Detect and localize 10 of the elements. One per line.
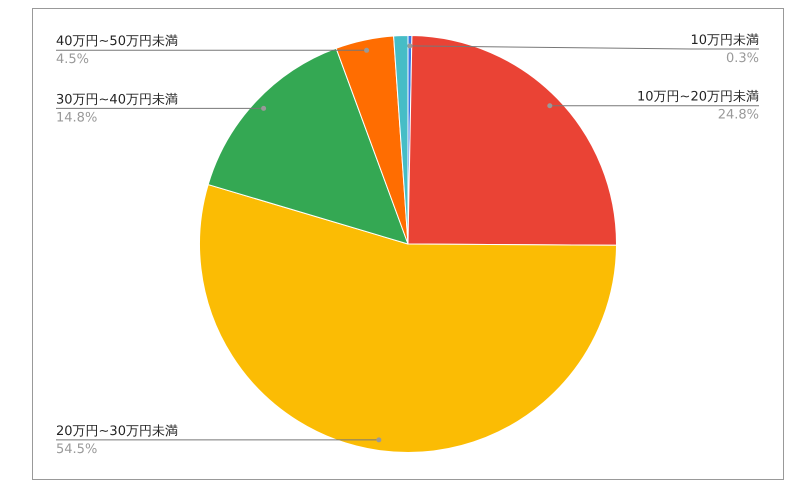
slice-label: 20万円~30万円未満 xyxy=(56,424,178,439)
slice-label: 30万円~40万円未満 xyxy=(56,92,178,108)
data-label: 54.5% xyxy=(56,442,98,457)
data-label: 4.5% xyxy=(56,52,90,68)
slice-label: 10万円未満 xyxy=(690,32,759,48)
slice-label: 10万円~20万円未満 xyxy=(637,90,759,105)
data-label: 0.3% xyxy=(726,50,759,66)
data-label: 14.8% xyxy=(56,110,98,126)
data-label: 24.8% xyxy=(718,108,759,123)
slice-label: 40万円~50万円未満 xyxy=(56,34,178,50)
